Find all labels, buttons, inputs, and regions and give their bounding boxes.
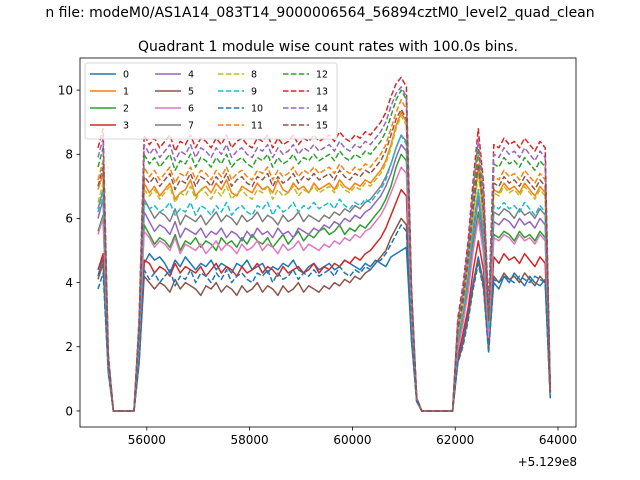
x-offset-text: +5.129e8 <box>518 455 577 469</box>
figure-suptitle: n file: modeM0/AS1A14_083T14_9000006564_… <box>45 5 594 21</box>
legend-label-8: 8 <box>251 70 257 81</box>
series-line-11 <box>97 98 552 412</box>
x-tick-label-58000: 58000 <box>231 433 269 447</box>
legend-label-0: 0 <box>123 70 129 81</box>
legend-label-4: 4 <box>188 70 194 81</box>
series-line-8 <box>97 115 552 412</box>
legend-label-15: 15 <box>316 121 328 132</box>
legend-label-5: 5 <box>188 87 194 98</box>
legend-label-7: 7 <box>188 121 194 132</box>
legend-label-10: 10 <box>251 104 263 115</box>
chart-title: Quadrant 1 module wise count rates with … <box>138 39 518 55</box>
series-line-14 <box>97 86 552 412</box>
y-tick-label-2: 2 <box>65 340 73 354</box>
legend-box <box>84 62 338 140</box>
x-tick-label-62000: 62000 <box>436 433 474 447</box>
plot-area: 56000 58000 60000 62000 64000024681001234567… <box>58 57 577 447</box>
series-line-12 <box>97 89 552 412</box>
y-tick-label-8: 8 <box>65 148 73 162</box>
legend-label-11: 11 <box>251 121 263 132</box>
legend-label-9: 9 <box>251 87 257 98</box>
legend-label-6: 6 <box>188 104 194 115</box>
series-line-6 <box>97 166 552 412</box>
legend-label-2: 2 <box>123 104 129 115</box>
x-tick-label-60000: 60000 <box>333 433 371 447</box>
x-tick-label-64000: 64000 <box>539 433 577 447</box>
series-line-3 <box>97 188 552 412</box>
legend-label-14: 14 <box>316 104 328 115</box>
legend-label-13: 13 <box>316 87 328 98</box>
series-line-2 <box>97 153 552 412</box>
x-tick-label-56000: 56000 <box>128 433 166 447</box>
series-line-4 <box>97 143 552 412</box>
legend-label-12: 12 <box>316 70 328 81</box>
axes-frame <box>79 57 577 428</box>
y-tick-label-0: 0 <box>65 404 73 418</box>
y-tick-label-4: 4 <box>65 276 73 290</box>
legend-label-1: 1 <box>123 87 129 98</box>
series-line-15 <box>97 108 552 412</box>
legend-label-3: 3 <box>123 121 129 132</box>
series-line-9 <box>97 134 552 412</box>
y-tick-label-6: 6 <box>65 212 73 226</box>
series-line-10 <box>97 224 552 412</box>
y-tick-label-10: 10 <box>58 83 73 97</box>
